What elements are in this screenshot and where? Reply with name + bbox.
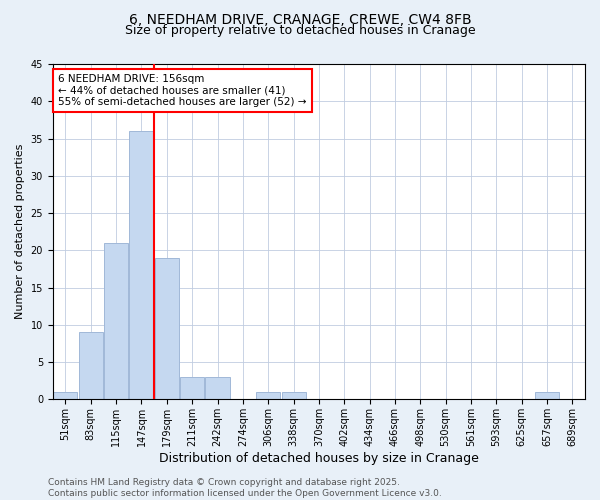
Bar xyxy=(205,377,230,400)
Text: 6, NEEDHAM DRIVE, CRANAGE, CREWE, CW4 8FB: 6, NEEDHAM DRIVE, CRANAGE, CREWE, CW4 8F… xyxy=(128,12,472,26)
Bar xyxy=(256,392,280,400)
Bar xyxy=(53,392,77,400)
Bar xyxy=(281,392,305,400)
Text: 6 NEEDHAM DRIVE: 156sqm
← 44% of detached houses are smaller (41)
55% of semi-de: 6 NEEDHAM DRIVE: 156sqm ← 44% of detache… xyxy=(58,74,307,108)
Bar xyxy=(79,332,103,400)
Y-axis label: Number of detached properties: Number of detached properties xyxy=(15,144,25,320)
Text: Size of property relative to detached houses in Cranage: Size of property relative to detached ho… xyxy=(125,24,475,37)
Bar xyxy=(180,377,204,400)
X-axis label: Distribution of detached houses by size in Cranage: Distribution of detached houses by size … xyxy=(159,452,479,465)
Bar xyxy=(130,131,154,400)
Bar xyxy=(104,243,128,400)
Bar xyxy=(535,392,559,400)
Text: Contains HM Land Registry data © Crown copyright and database right 2025.
Contai: Contains HM Land Registry data © Crown c… xyxy=(48,478,442,498)
Bar xyxy=(155,258,179,400)
